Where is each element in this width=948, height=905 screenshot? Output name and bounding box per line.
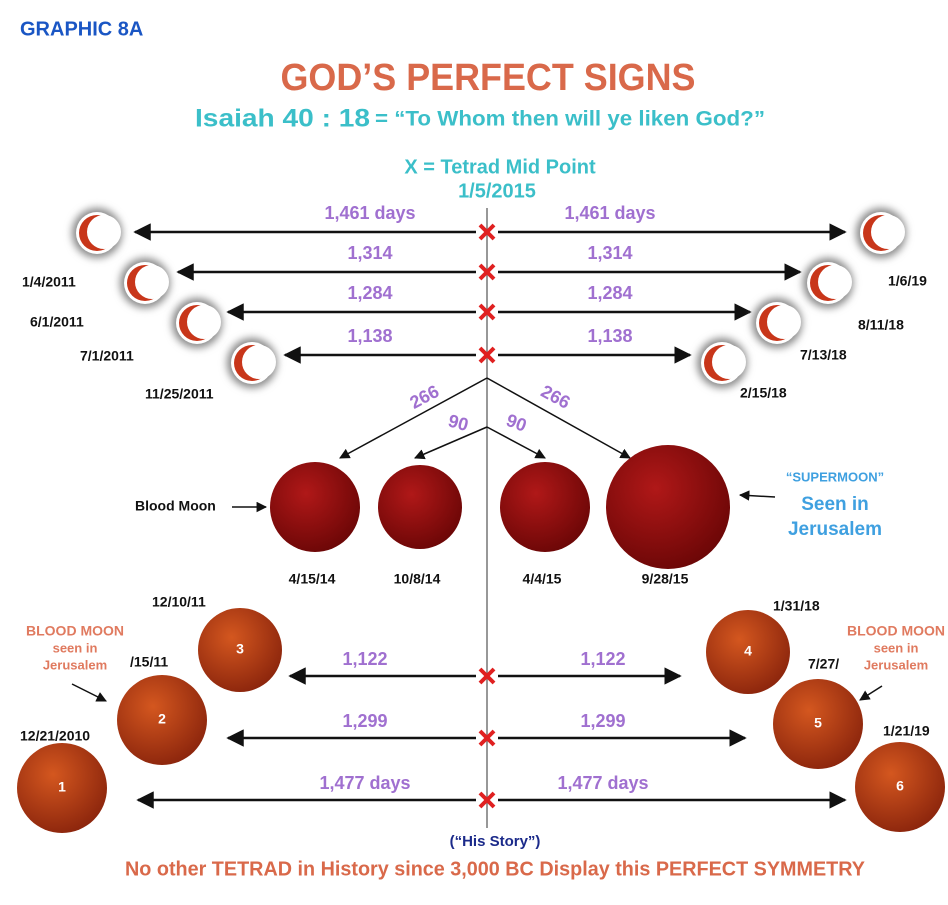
date-label: 1/6/19 xyxy=(888,273,927,289)
branch-label: 90 xyxy=(446,411,471,436)
date-label: 7/13/18 xyxy=(800,347,847,363)
moon-number: 5 xyxy=(814,715,822,731)
interval-label: 1,122 xyxy=(342,649,387,669)
branch-label: 266 xyxy=(538,381,574,413)
moon-lit xyxy=(187,305,221,339)
jerusalem-note: BLOOD MOON xyxy=(26,623,124,639)
jerusalem-note: BLOOD MOON xyxy=(847,623,945,639)
caption: No other TETRAD in History since 3,000 B… xyxy=(125,858,866,880)
moon-lit xyxy=(87,215,121,249)
date-label: 10/8/14 xyxy=(394,571,441,587)
interval-label: 1,477 days xyxy=(319,773,410,793)
date-label: 7/27/ xyxy=(808,656,839,672)
interval-label: 1,299 xyxy=(342,711,387,731)
midpoint-date: 1/5/2015 xyxy=(458,180,536,202)
quote: = “To Whom then will ye liken God?” xyxy=(375,108,765,131)
jerusalem-note: seen in xyxy=(53,640,98,655)
date-label: 4/4/15 xyxy=(523,571,562,587)
date-label: 8/11/18 xyxy=(858,317,904,333)
interval-label: 1,461 days xyxy=(324,203,415,223)
moon-number: 1 xyxy=(58,779,66,795)
his-story: (“His Story”) xyxy=(450,833,541,850)
date-label: 12/21/2010 xyxy=(20,728,90,744)
blood-moon xyxy=(500,462,590,552)
date-label: 1/4/2011 xyxy=(22,274,76,290)
moon-lit xyxy=(242,345,276,379)
midpoint-label: X = Tetrad Mid Point xyxy=(404,156,596,178)
moon-lit xyxy=(818,265,852,299)
date-label: 7/1/2011 xyxy=(80,348,134,364)
date-label: /15/11 xyxy=(130,654,168,670)
branch-label: 266 xyxy=(406,381,442,413)
interval-label: 1,122 xyxy=(580,649,625,669)
moon-lit xyxy=(767,305,801,339)
branch-arrow xyxy=(415,427,487,458)
blood-moon xyxy=(270,462,360,552)
moon-number: 2 xyxy=(158,711,166,727)
date-label: 12/10/11 xyxy=(152,594,206,610)
pointer-arrow xyxy=(740,495,775,497)
interval-label: 1,461 days xyxy=(564,203,655,223)
interval-label: 1,314 xyxy=(587,243,632,263)
jerusalem-note: Jerusalem xyxy=(43,657,107,672)
date-label: 9/28/15 xyxy=(642,571,689,587)
moon-number: 3 xyxy=(236,641,244,657)
date-label: 1/21/19 xyxy=(883,723,930,739)
blood-moon xyxy=(378,465,462,549)
date-label: 4/15/14 xyxy=(289,571,336,587)
blood-moon-label: Blood Moon xyxy=(135,498,216,514)
interval-label: 1,477 days xyxy=(557,773,648,793)
date-label: 11/25/2011 xyxy=(145,386,214,402)
supermoon-note: Jerusalem xyxy=(788,519,882,540)
moon-lit xyxy=(135,265,169,299)
moon-lit xyxy=(712,345,746,379)
interval-label: 1,314 xyxy=(347,243,392,263)
moon-number: 6 xyxy=(896,778,904,794)
interval-label: 1,299 xyxy=(580,711,625,731)
supermoon-note: Seen in xyxy=(801,494,869,515)
pointer-arrow xyxy=(72,684,106,701)
interval-label: 1,284 xyxy=(587,283,632,303)
supermoon-label: “SUPERMOON” xyxy=(786,469,884,484)
interval-label: 1,138 xyxy=(587,326,632,346)
moon-number: 4 xyxy=(744,643,752,659)
interval-label: 1,284 xyxy=(347,283,392,303)
graphic-label: GRAPHIC 8A xyxy=(20,18,143,40)
jerusalem-note: Jerusalem xyxy=(864,657,928,672)
date-label: 1/31/18 xyxy=(773,598,820,614)
date-label: 2/15/18 xyxy=(740,385,787,401)
branch-label: 90 xyxy=(504,410,530,436)
interval-label: 1,138 xyxy=(347,326,392,346)
blood-moon xyxy=(606,445,730,569)
pointer-arrow xyxy=(860,686,882,700)
title: GOD’S PERFECT SIGNS xyxy=(281,57,696,99)
jerusalem-note: seen in xyxy=(874,640,919,655)
verse: Isaiah 40 : 18 xyxy=(195,105,370,133)
date-label: 6/1/2011 xyxy=(30,314,84,330)
moon-lit xyxy=(871,215,905,249)
infographic: GRAPHIC 8A GOD’S PERFECT SIGNS Isaiah 40… xyxy=(0,0,948,905)
